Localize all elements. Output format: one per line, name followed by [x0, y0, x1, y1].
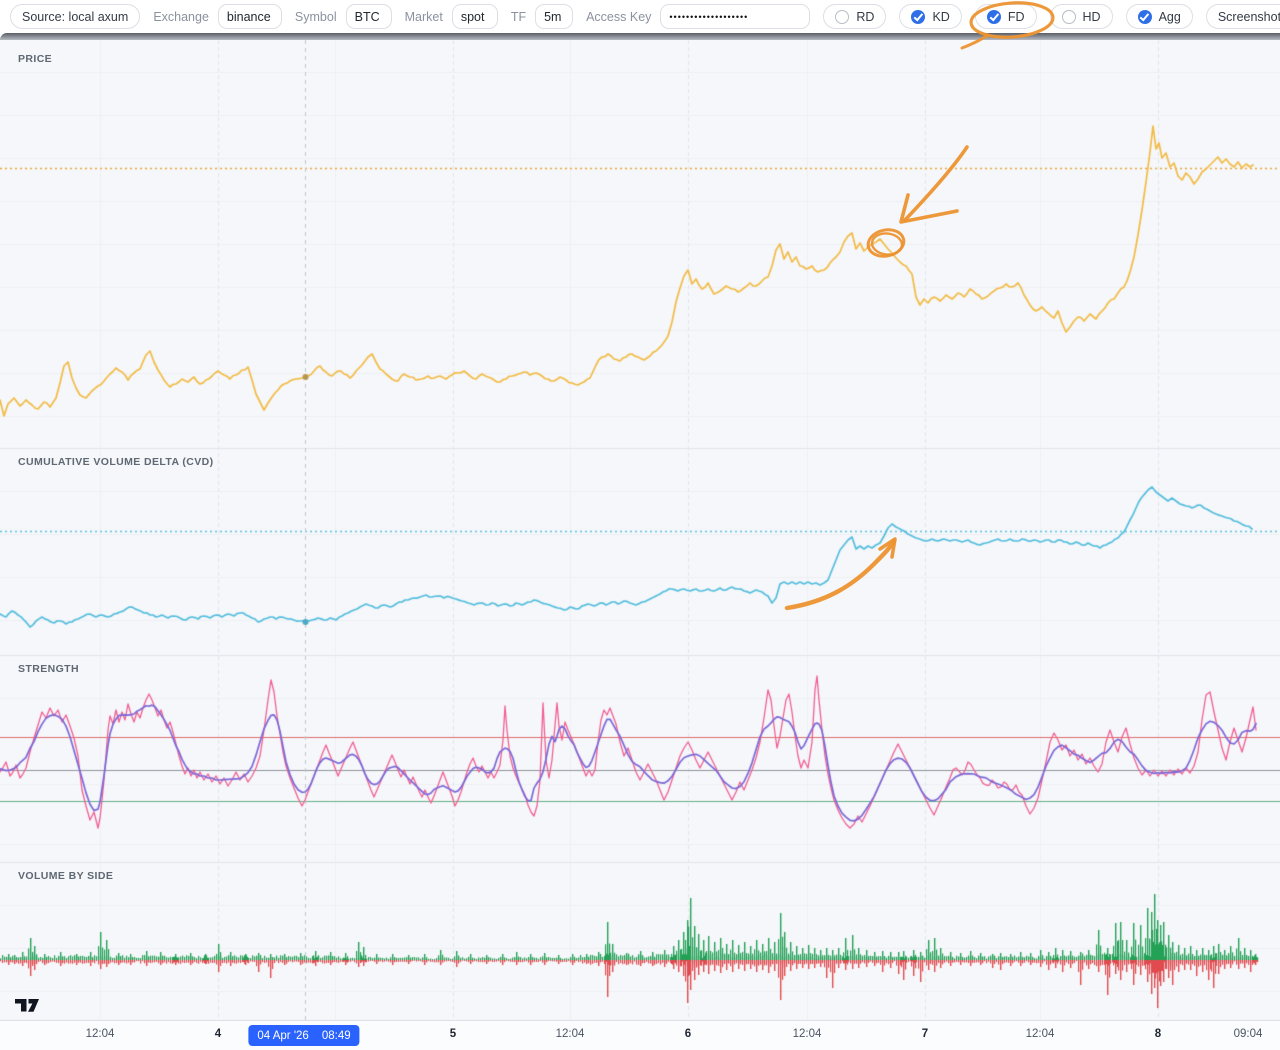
checkbox-icon[interactable]: [986, 9, 1001, 24]
toolbar-shadow-strip: [0, 33, 1280, 40]
toolbar-field: Access Key: [586, 4, 811, 29]
field-label: Access Key: [586, 9, 652, 24]
toggle-label: Agg: [1158, 9, 1181, 24]
toggle-agg[interactable]: Agg: [1125, 4, 1193, 29]
symbol-input[interactable]: [345, 4, 392, 29]
source-badge: Source: local axum: [10, 4, 141, 29]
badge-time: 08:49: [321, 1029, 351, 1042]
toggle-fd[interactable]: FD: [974, 4, 1037, 29]
screenshot-button[interactable]: Screenshot: [1205, 4, 1280, 29]
panel-title-cvd: CUMULATIVE VOLUME DELTA (CVD): [18, 456, 214, 468]
time-tick: 6: [684, 1028, 692, 1040]
toolbar-field: Market: [405, 4, 498, 29]
toolbar-field: Exchange: [153, 4, 282, 29]
field-label: Market: [404, 9, 443, 24]
time-tick: 8: [1154, 1028, 1162, 1040]
time-tick: 12:04: [85, 1028, 115, 1040]
source-label: Source: local axum: [22, 9, 129, 24]
toggle-label: FD: [1007, 9, 1025, 24]
toggle-kd[interactable]: KD: [899, 4, 962, 29]
checkbox-icon[interactable]: [1061, 9, 1076, 24]
time-tick: 7: [921, 1028, 929, 1040]
field-label: Symbol: [294, 9, 337, 24]
toolbar-field: Symbol: [295, 4, 392, 29]
toggle-label: KD: [932, 9, 950, 24]
crosshair-time-badge: 04 Apr '26 08:49: [248, 1025, 360, 1046]
time-tick: 5: [449, 1028, 457, 1040]
field-label: TF: [510, 9, 527, 24]
time-tick: 4: [214, 1028, 222, 1040]
toggle-label: HD: [1082, 9, 1101, 24]
time-tick: 12:04: [1025, 1028, 1055, 1040]
time-axis[interactable]: 12:04 4 5 12:04 6 12:04 7 12:04 8 09:04 04 Apr '2…: [0, 1020, 1280, 1050]
toolbar-field: TF: [510, 4, 574, 29]
tf-input[interactable]: [535, 4, 574, 29]
market-input[interactable]: [451, 4, 498, 29]
badge-date: 04 Apr '26: [257, 1029, 309, 1042]
toggle-rd[interactable]: RD: [823, 4, 887, 29]
time-tick: 12:04: [555, 1028, 585, 1040]
tradingview-logo[interactable]: [14, 998, 40, 1015]
time-tick: 12:04: [792, 1028, 822, 1040]
field-label: Exchange: [153, 9, 209, 24]
exchange-input[interactable]: [217, 4, 282, 29]
time-tick: 09:04: [1233, 1028, 1263, 1040]
access-key-input[interactable]: [660, 4, 811, 29]
checkbox-icon[interactable]: [835, 9, 850, 24]
toolbar: Source: local axum Exchange Symbol Marke…: [0, 0, 1280, 33]
panel-title-strength: STRENGTH: [18, 663, 79, 675]
toggle-hd[interactable]: HD: [1049, 4, 1113, 29]
checkbox-icon[interactable]: [1137, 9, 1152, 24]
checkbox-icon[interactable]: [911, 9, 926, 24]
panel-title-volume: VOLUME BY SIDE: [18, 870, 114, 882]
panel-title-price: PRICE: [18, 53, 53, 65]
toggle-label: RD: [856, 9, 875, 24]
